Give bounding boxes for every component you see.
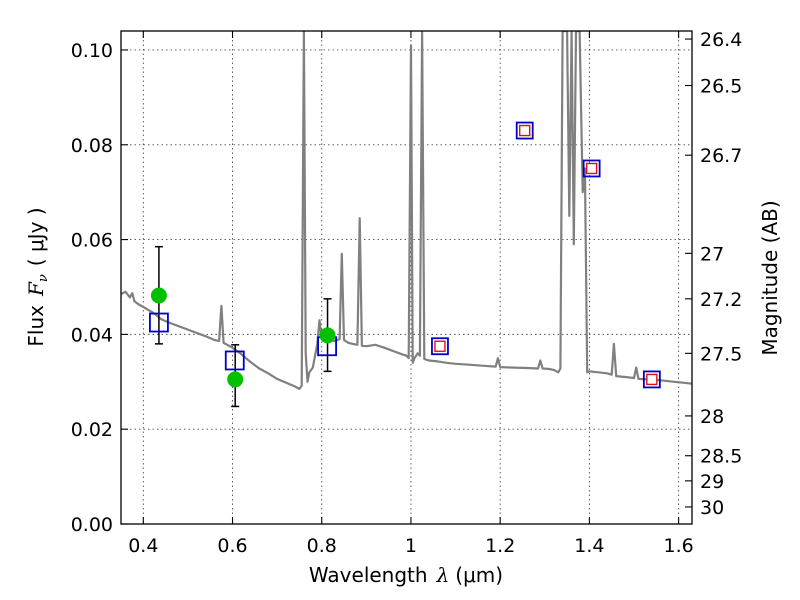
predicted-photometry-outer [642,370,661,389]
grid-layer [121,31,692,525]
x-tick-label: 1.2 [485,535,515,557]
observed-flux-point [150,287,167,304]
y-tick-label: 0.06 [71,230,113,252]
right-tick-label: 27.2 [700,289,742,311]
observed-flux-point [227,371,244,388]
y-tick-label: 0.10 [71,40,113,62]
x-axis-title: Wavelength λ (μm) [309,563,503,587]
y-tick-label: 0.04 [71,324,113,346]
x-tick-label: 1.6 [664,535,694,557]
right-tick-label: 27 [700,243,724,265]
x-tick-label: 1 [405,535,417,557]
model-photometry-marker [149,312,169,333]
x-tick-label: 0.8 [307,535,337,557]
predicted-photometry-outer [582,159,601,178]
right-tick-label: 26.7 [700,145,742,167]
marker-layer [149,121,661,389]
right-tick-label: 26.4 [700,29,742,51]
tick-layer: 0.4 0.6 0.8 1 1.2 1.4 1.6 0.00 0.02 0.04 0.06 0.08 0… [71,29,743,557]
predicted-photometry-inner [646,373,658,386]
y-tick-label: 0.08 [71,135,113,157]
predicted-photometry-inner [585,162,598,175]
right-axis-title: Magnitude (AB) [758,200,782,355]
predicted-photometry-outer [515,121,534,140]
predicted-photometry-inner [519,124,531,137]
y-tick-label: 0.00 [71,514,113,536]
model-photometry-marker [224,350,245,371]
observed-flux-point [319,327,336,344]
spectrum-line [121,31,692,390]
x-tick-label: 1.4 [574,535,604,557]
right-tick-label: 29 [700,471,724,493]
right-tick-label: 28.5 [700,446,742,468]
y-tick-label: 0.02 [71,419,113,441]
y-axis-title: FluxFν( μJy ) [24,207,51,346]
predicted-photometry-inner [434,340,446,352]
right-tick-label: 30 [700,497,724,519]
right-tick-label: 28 [700,406,724,428]
right-tick-label: 26.5 [700,76,742,98]
x-tick-label: 0.4 [128,535,158,557]
right-tick-label: 27.5 [700,343,742,365]
plot-frame [120,30,693,525]
x-tick-label: 0.6 [217,535,247,557]
predicted-photometry-outer [431,337,449,356]
